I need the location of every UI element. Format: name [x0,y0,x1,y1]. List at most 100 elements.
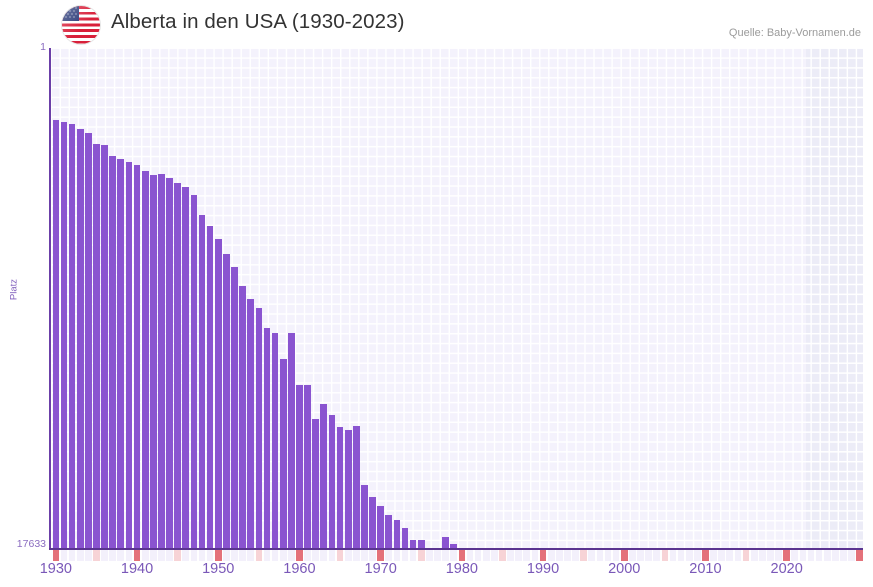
bar-1967[interactable] [352,426,360,548]
x-tick-1980 [458,550,466,561]
bar-1957[interactable] [271,333,279,548]
x-tick-1971 [385,550,393,561]
bar-1954[interactable] [247,299,255,548]
bar-1973[interactable] [401,528,409,548]
bar-1948[interactable] [198,215,206,548]
x-axis-labels: 1930 1940 1950 1960 1970 1980 1990 2000 2010 2020 [0,561,873,585]
bar-1951[interactable] [223,254,230,548]
x-tick-1989 [531,550,539,561]
y-axis-bottom-tick-label: 17633 [16,538,46,550]
x-axis-label-1980: 1980 [445,561,478,577]
bar-1947[interactable] [190,195,198,548]
bar-1960[interactable] [296,385,303,548]
bar-1933[interactable] [76,129,84,548]
bar-1956[interactable] [263,328,271,548]
bar-1944[interactable] [166,178,173,548]
bar-1941[interactable] [141,171,149,548]
x-tick-1977 [434,550,441,561]
bar-1940[interactable] [133,165,141,548]
x-tick-1937 [109,550,117,561]
bar-1937[interactable] [109,156,117,548]
bar-1958[interactable] [279,359,287,548]
bar-1959[interactable] [287,333,295,548]
bar-1943[interactable] [158,174,165,548]
y-axis-line [49,48,52,548]
x-tick-1957 [271,550,279,561]
bar-1955[interactable] [255,308,263,548]
bar-1968[interactable] [361,485,368,548]
bar-1970[interactable] [377,506,384,548]
bar-1930[interactable] [52,120,60,548]
x-tick-1981 [466,550,474,561]
bar-1949[interactable] [206,226,214,548]
bar-1972[interactable] [393,520,401,548]
bar-1931[interactable] [60,122,68,548]
x-tick-2008 [685,550,693,561]
x-tick-1940 [133,550,141,561]
bar-1932[interactable] [68,124,76,548]
bar-1971[interactable] [385,515,393,548]
x-axis-line [49,548,863,550]
x-axis-label-2020: 2020 [770,561,803,577]
bar-1974[interactable] [409,540,417,548]
x-tick-1985 [499,550,506,561]
x-tick-1931 [60,550,68,561]
x-tick-2019 [775,550,782,561]
x-tick-2017 [758,550,766,561]
bar-1966[interactable] [344,430,352,548]
bar-1945[interactable] [174,183,181,548]
x-tick-1965 [336,550,344,561]
x-axis-label-1960: 1960 [283,561,316,577]
y-axis-top-tick-label: 1 [40,41,46,53]
bar-1979[interactable] [450,544,458,548]
x-tick-2022 [799,550,807,561]
bar-1953[interactable] [239,286,246,548]
x-tick-2003 [645,550,652,561]
x-tick-1973 [401,550,409,561]
bar-1939[interactable] [125,162,133,548]
bar-1950[interactable] [214,239,222,548]
x-tick-2004 [653,550,661,561]
bar-1952[interactable] [231,267,238,548]
x-tick-1983 [482,550,490,561]
bar-1935[interactable] [93,144,100,548]
x-tick-empty-94 [815,550,823,561]
bar-1964[interactable] [328,415,336,548]
x-tick-1962 [312,550,320,561]
bar-1975[interactable] [417,540,425,548]
bar-1965[interactable] [336,427,344,548]
x-tick-2002 [637,550,644,561]
x-tick-1979 [450,550,458,561]
x-tick-empty-95 [823,550,831,561]
bar-1961[interactable] [304,385,311,548]
x-axis-label-1970: 1970 [364,561,397,577]
bar-1969[interactable] [369,497,376,548]
x-tick-1990 [539,550,547,561]
x-tick-2012 [718,550,726,561]
x-tick-1999 [612,550,620,561]
x-tick-1998 [604,550,612,561]
x-tick-2005 [661,550,669,561]
x-tick-1969 [369,550,376,561]
x-tick-1968 [361,550,368,561]
x-tick-1972 [393,550,401,561]
x-tick-1943 [158,550,165,561]
bar-1978[interactable] [442,537,449,548]
bar-1963[interactable] [320,404,328,548]
bar-1936[interactable] [101,145,108,548]
bar-1962[interactable] [312,419,320,548]
bar-1938[interactable] [117,159,125,548]
bar-1946[interactable] [182,187,190,548]
x-tick-1958 [279,550,287,561]
x-tick-1976 [426,550,433,561]
x-tick-2001 [629,550,636,561]
x-tick-2020 [783,550,790,561]
x-tick-1995 [580,550,587,561]
x-tick-1945 [174,550,181,561]
bar-1942[interactable] [149,175,157,548]
bar-1934[interactable] [84,133,92,548]
x-tick-2007 [677,550,685,561]
x-tick-1992 [555,550,563,561]
x-axis-label-1990: 1990 [526,561,560,577]
page-title: Alberta in den USA (1930-2023) [111,10,405,33]
